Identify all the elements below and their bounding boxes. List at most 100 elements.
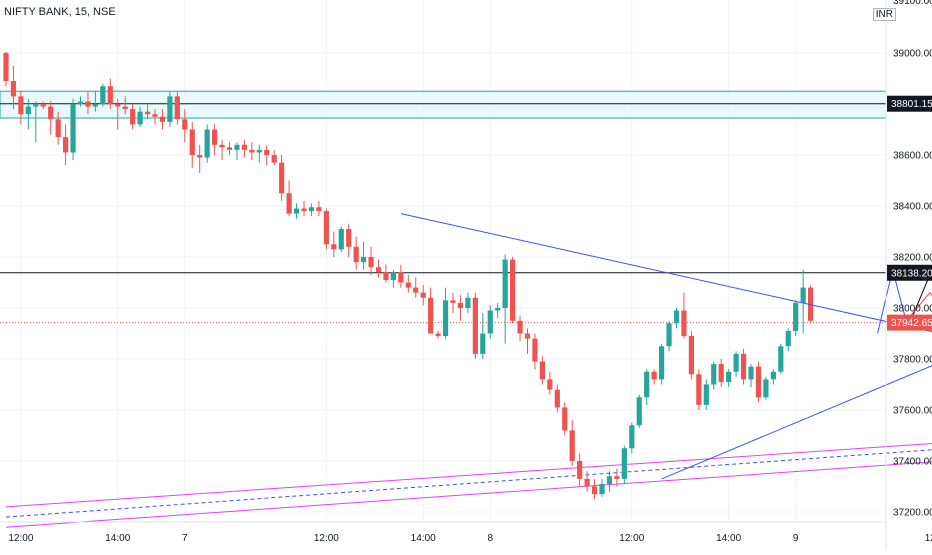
candle-body — [793, 303, 798, 331]
candle-body — [495, 308, 500, 311]
candle-body — [517, 321, 522, 334]
candle-body — [78, 101, 83, 104]
candle-body — [130, 109, 135, 124]
candle-body — [346, 229, 351, 247]
price-tick-label: 38600.00 — [893, 151, 932, 162]
candle-body — [279, 163, 284, 194]
candle-body — [592, 487, 597, 495]
candle-body — [525, 334, 530, 339]
candle-body — [175, 96, 180, 119]
candle-body — [339, 229, 344, 249]
candle-body — [689, 336, 694, 374]
candle-body — [547, 379, 552, 389]
candle-body — [70, 104, 75, 152]
candle-body — [123, 107, 128, 110]
candle-body — [18, 96, 23, 114]
candle-body — [674, 311, 679, 324]
candle-body — [219, 145, 224, 148]
currency-label: INR — [873, 8, 896, 21]
candle-body — [391, 272, 396, 280]
candle-body — [249, 150, 254, 153]
price-label-text: 38801.15 — [891, 99, 932, 110]
candle-body — [599, 484, 604, 494]
candle-body — [212, 130, 217, 145]
price-label-text: 37942.65 — [891, 318, 932, 329]
candle-body — [368, 257, 373, 267]
candle-body — [160, 117, 165, 122]
candle-body — [711, 364, 716, 384]
candle-body — [488, 311, 493, 334]
price-tick-label: 37200.00 — [893, 508, 932, 519]
time-tick-label: 14:00 — [716, 533, 741, 544]
candle-body — [480, 334, 485, 354]
candle-body — [443, 300, 448, 336]
candle-body — [100, 86, 105, 104]
candle-body — [287, 193, 292, 213]
time-tick-label: 14:00 — [411, 533, 436, 544]
channel-mid-line — [6, 430, 932, 517]
candle-body — [778, 346, 783, 372]
price-tick-label: 39000.00 — [893, 49, 932, 60]
time-tick-label: 12:00 — [619, 533, 644, 544]
candle-body — [503, 260, 508, 308]
candle-body — [197, 155, 202, 158]
candle-body — [354, 247, 359, 262]
candle-body — [622, 448, 627, 479]
candle-body — [48, 107, 53, 120]
candle-body — [652, 372, 657, 380]
candle-body — [108, 86, 113, 104]
candle-body — [11, 81, 16, 96]
price-label-text: 38138.20 — [891, 268, 932, 279]
candle-body — [763, 379, 768, 397]
candle-body — [115, 104, 120, 107]
candle-body — [614, 476, 619, 479]
candle-body — [152, 114, 157, 117]
candle-body — [376, 267, 381, 272]
candle-body — [577, 461, 582, 479]
candle-body — [704, 385, 709, 405]
candle-body — [607, 476, 612, 484]
candle-body — [56, 119, 61, 137]
candle-body — [324, 211, 329, 244]
candle-body — [309, 207, 314, 211]
candle-body — [234, 145, 239, 150]
candle-body — [190, 130, 195, 156]
candle-body — [585, 479, 590, 487]
candle-body — [294, 209, 299, 214]
candle-body — [3, 53, 8, 81]
candle-body — [532, 339, 537, 362]
candle-body — [383, 272, 388, 280]
candle-body — [421, 293, 426, 298]
candle-body — [138, 112, 143, 125]
candle-body — [570, 430, 575, 461]
time-tick-label: 8 — [487, 533, 493, 544]
candle-body — [182, 119, 187, 129]
candle-body — [748, 367, 753, 380]
candle-body — [33, 104, 38, 107]
candle-body — [465, 298, 470, 308]
candle-body — [272, 155, 277, 163]
price-tick-label: 38400.00 — [893, 202, 932, 213]
candle-body — [93, 104, 98, 107]
time-tick-label: 7 — [182, 533, 188, 544]
candle-body — [458, 303, 463, 308]
candle-body — [26, 107, 31, 115]
candle-body — [510, 260, 515, 321]
candle-body — [205, 130, 210, 158]
descending-trendline — [401, 214, 932, 342]
candle-body — [696, 374, 701, 405]
candle-body — [726, 372, 731, 382]
candle-body — [85, 101, 90, 106]
candle-body — [331, 244, 336, 249]
candle-body — [786, 331, 791, 346]
time-tick-label: 12:00 — [925, 533, 932, 544]
candle-body — [741, 354, 746, 380]
candle-body — [801, 288, 806, 303]
candle-body — [413, 288, 418, 293]
candle-body — [540, 362, 545, 380]
candle-body — [450, 300, 455, 303]
candle-body — [562, 407, 567, 430]
candle-body — [406, 283, 411, 288]
